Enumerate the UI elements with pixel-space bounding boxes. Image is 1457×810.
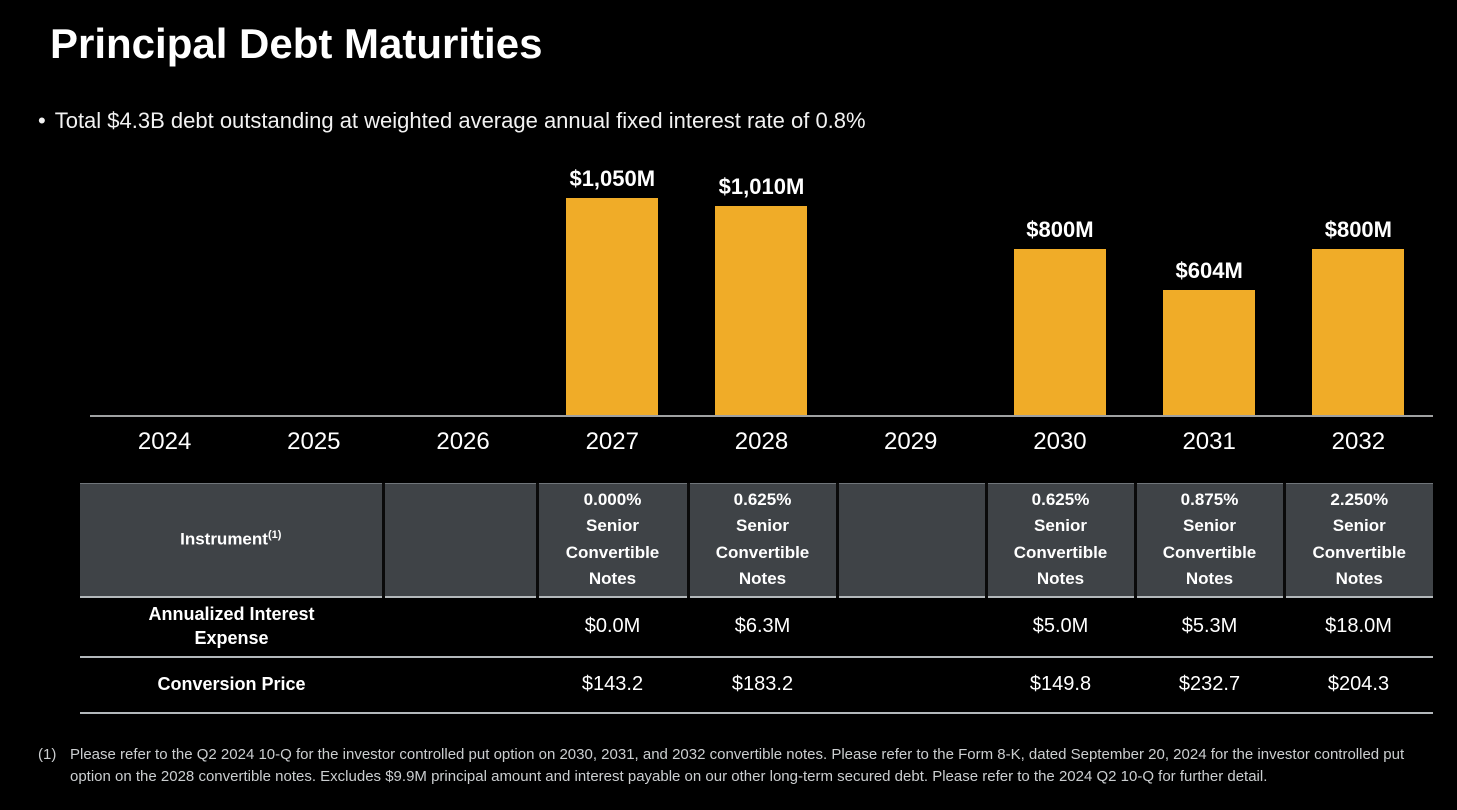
value-cell [383,596,537,658]
instrument-label: Instrument [180,530,268,550]
instrument-header-cell: Instrument(1) [80,483,383,598]
chart-column-2031: $604M [1135,163,1284,415]
x-axis-line [90,415,1433,417]
chart-column-2028: $1,010M [687,163,836,415]
table-header-row: Instrument(1) 0.000% Senior Convertible … [80,483,1433,598]
bullet-marker: • [38,108,46,133]
chart-column-2026 [388,163,537,415]
debt-details-table: Instrument(1) 0.000% Senior Convertible … [80,483,1433,714]
row-label-cell: Annualized Interest Expense [80,596,383,658]
x-axis-label-2030: 2030 [1033,428,1087,455]
bar-2028 [715,206,808,415]
x-axis-label-2024: 2024 [137,428,192,455]
value-cell [837,596,986,658]
header-cell-2029 [835,483,986,598]
value-cell [383,656,537,714]
x-axis-label-2026: 2026 [436,428,490,455]
bar-2031 [1163,290,1256,415]
header-cell-2031: 0.875% Senior Convertible Notes [1133,483,1284,598]
bar-2030 [1013,249,1106,415]
value-cell: $18.0M [1284,596,1433,658]
bar-value-label: $800M [1324,217,1392,242]
x-axis-label-2029: 2029 [884,428,938,455]
header-cell-2030: 0.625% Senior Convertible Notes [984,483,1135,598]
x-axis-label-2031: 2031 [1182,428,1236,455]
debt-maturities-bar-chart: $1,050M $1,010M $800M $604M $800M [90,163,1433,415]
chart-column-2029 [836,163,985,415]
footnote-marker: (1) [38,746,57,763]
bar-2032 [1312,249,1405,415]
value-cell: $149.8 [986,656,1135,714]
bar-value-label: $1,010M [718,174,805,199]
row-label-cell: Conversion Price [80,656,383,714]
header-cell-2027: 0.000% Senior Convertible Notes [535,483,688,598]
footnote-ref: (1) [267,529,282,542]
x-axis-labels: 2024 2025 2026 2027 2028 2029 2030 2031 2032 [90,428,1433,456]
table-row-annualized-interest: Annualized Interest Expense $0.0M $6.3M … [80,596,1433,658]
value-cell: $232.7 [1135,656,1284,714]
bullet-point: • Total $4.3B debt outstanding at weighte… [38,108,866,134]
value-cell: $5.3M [1135,596,1284,658]
bar-value-label: $1,050M [569,166,656,191]
x-axis-label-2025: 2025 [287,428,341,455]
footnote-text: Please refer to the Q2 2024 10-Q for the… [70,746,1405,785]
chart-column-2024 [90,163,239,415]
chart-column-2032: $800M [1284,163,1433,415]
value-cell: $183.2 [688,656,837,714]
bar-value-label: $800M [1026,217,1094,242]
value-cell: $143.2 [537,656,688,714]
bullet-text: Total $4.3B debt outstanding at weighted… [54,108,866,133]
value-cell: $6.3M [688,596,837,658]
bar-value-label: $604M [1175,258,1243,283]
footnote: (1) Please refer to the Q2 2024 10-Q for… [38,744,1440,788]
x-axis-label-2032: 2032 [1331,428,1386,455]
page-title: Principal Debt Maturities [50,20,543,67]
table-row-conversion-price: Conversion Price $143.2 $183.2 $149.8 $2… [80,656,1433,714]
value-cell: $5.0M [986,596,1135,658]
value-cell: $204.3 [1284,656,1433,714]
bar-2027 [566,198,659,415]
value-cell: $0.0M [537,596,688,658]
value-cell [837,656,986,714]
header-cell-2032: 2.250% Senior Convertible Notes [1282,483,1433,598]
chart-column-2025 [239,163,388,415]
chart-column-2027: $1,050M [538,163,687,415]
header-cell-2026 [381,483,537,598]
x-axis-label-2027: 2027 [585,428,639,455]
x-axis-label-2028: 2028 [734,428,789,455]
header-cell-2028: 0.625% Senior Convertible Notes [686,483,837,598]
chart-column-2030: $800M [985,163,1134,415]
